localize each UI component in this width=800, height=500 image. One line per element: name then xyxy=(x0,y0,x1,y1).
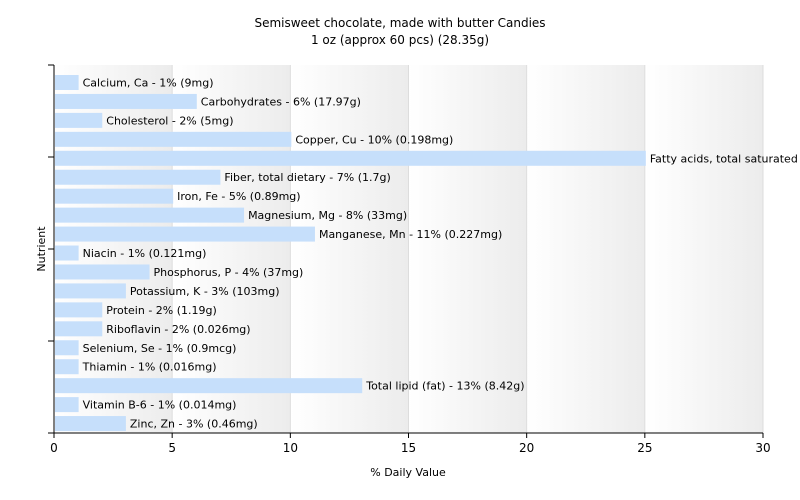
x-tick-label: 5 xyxy=(168,441,176,455)
bar-label: Calcium, Ca - 1% (9mg) xyxy=(83,77,214,90)
bar xyxy=(55,283,126,299)
bar-label: Selenium, Se - 1% (0.9mcg) xyxy=(83,342,237,355)
y-axis-title: Nutrient xyxy=(35,226,48,272)
bar xyxy=(55,416,126,432)
bar xyxy=(55,397,79,413)
bar-label: Carbohydrates - 6% (17.97g) xyxy=(201,95,361,108)
grid-band xyxy=(408,65,527,433)
bar xyxy=(55,169,221,185)
bar-label: Fiber, total dietary - 7% (1.7g) xyxy=(224,171,390,184)
bar-label: Fatty acids, total saturated - 25% (4.97… xyxy=(650,152,800,165)
bar xyxy=(55,75,79,90)
x-tick-label: 0 xyxy=(50,441,58,455)
bar-label: Cholesterol - 2% (5mg) xyxy=(106,114,233,127)
bar-label: Niacin - 1% (0.121mg) xyxy=(83,247,207,260)
bar xyxy=(55,112,103,128)
x-tick-label: 20 xyxy=(519,441,534,455)
axes: 0 5 10 15 20 25 30 xyxy=(48,64,771,455)
bar-label: Iron, Fe - 5% (0.89mg) xyxy=(177,190,300,203)
bar-label: Potassium, K - 3% (103mg) xyxy=(130,285,280,298)
bar xyxy=(55,93,197,109)
bar-label: Vitamin B-6 - 1% (0.014mg) xyxy=(83,399,237,412)
bar xyxy=(55,321,103,337)
plot-background xyxy=(53,65,764,433)
x-tick-label: 10 xyxy=(283,441,298,455)
bar-label: Zinc, Zn - 3% (0.46mg) xyxy=(130,418,258,431)
bar-label: Phosphorus, P - 4% (37mg) xyxy=(154,266,304,279)
bar xyxy=(55,207,245,223)
bar xyxy=(55,245,79,261)
x-tick-label: 30 xyxy=(755,441,770,455)
bar xyxy=(55,226,315,242)
bar xyxy=(55,131,292,147)
grid-band xyxy=(172,65,291,433)
chart-title: Semisweet chocolate, made with butter Ca… xyxy=(254,16,545,30)
bar-label: Thiamin - 1% (0.016mg) xyxy=(82,361,217,374)
bar xyxy=(55,264,150,280)
chart-subtitle: 1 oz (approx 60 pcs) (28.35g) xyxy=(311,33,489,47)
bar xyxy=(55,188,174,204)
bar xyxy=(55,302,103,318)
bar-label: Manganese, Mn - 11% (0.227mg) xyxy=(319,228,502,241)
bar xyxy=(55,359,79,375)
bars: Calcium, Ca - 1% (9mg) Carbohydrates - 6%… xyxy=(55,75,800,432)
bar-label: Copper, Cu - 10% (0.198mg) xyxy=(295,133,453,146)
bar xyxy=(55,150,646,166)
x-axis-title: % Daily Value xyxy=(370,466,446,479)
x-tick-label: 25 xyxy=(637,441,652,455)
x-tick-label: 15 xyxy=(401,441,416,455)
grid-band xyxy=(644,65,763,433)
bar-label: Magnesium, Mg - 8% (33mg) xyxy=(248,209,407,222)
bar-label: Riboflavin - 2% (0.026mg) xyxy=(106,323,250,336)
bar-label: Protein - 2% (1.19g) xyxy=(106,304,217,317)
bar xyxy=(55,378,363,394)
bar-label: Total lipid (fat) - 13% (8.42g) xyxy=(365,380,524,393)
grid-band xyxy=(290,65,409,433)
bar xyxy=(55,340,79,356)
grid-band xyxy=(526,65,645,433)
